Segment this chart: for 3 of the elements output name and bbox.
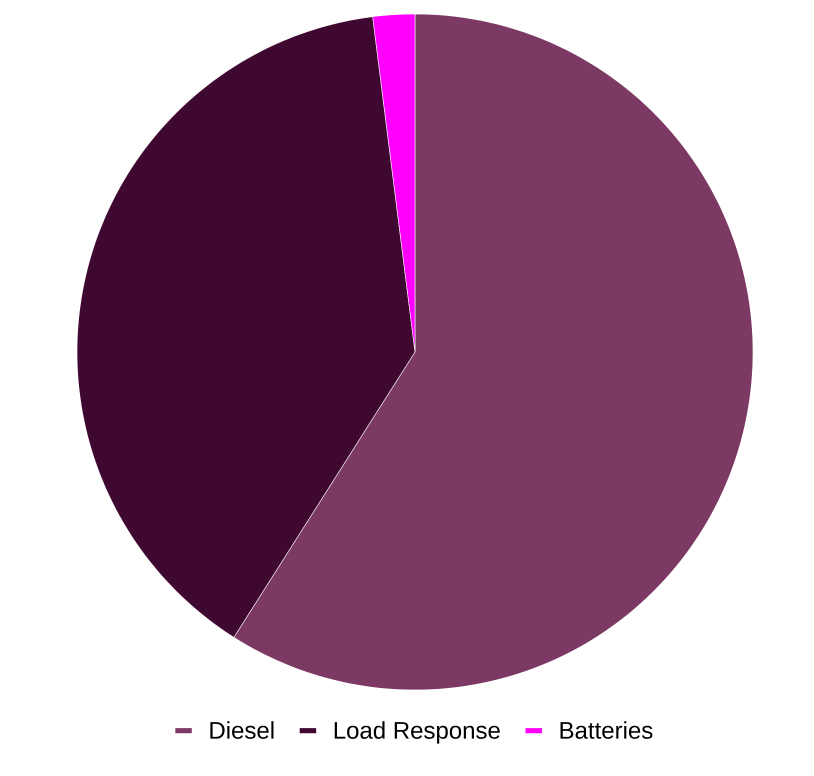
legend-label: Load Response xyxy=(334,721,500,744)
legend-label: Batteries xyxy=(560,721,652,739)
legend-label: Diesel xyxy=(210,721,274,739)
